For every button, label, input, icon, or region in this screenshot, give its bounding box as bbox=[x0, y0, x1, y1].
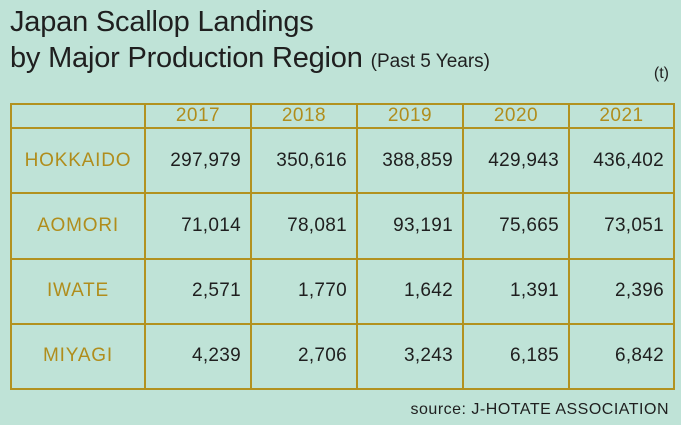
title-line-2-text: by Major Production Region bbox=[10, 42, 363, 74]
header-row: 2017 2018 2019 2020 2021 bbox=[10, 103, 675, 129]
data-cell: 350,616 bbox=[250, 126, 358, 195]
data-cell: 2,706 bbox=[250, 322, 358, 391]
data-cell: 436,402 bbox=[568, 126, 675, 195]
source-credit: source: J-HOTATE ASSOCIATION bbox=[410, 401, 669, 418]
year-header: 2021 bbox=[568, 103, 675, 129]
chart-subtitle: (Past 5 Years) bbox=[370, 51, 490, 72]
data-cell: 71,014 bbox=[144, 192, 252, 260]
data-cell: 93,191 bbox=[356, 192, 464, 260]
data-cell: 4,239 bbox=[144, 322, 252, 391]
unit-label: (t) bbox=[653, 65, 669, 82]
data-cell: 3,243 bbox=[356, 322, 464, 391]
data-cell: 2,571 bbox=[144, 257, 252, 325]
chart-title: Japan Scallop Landings by Major Producti… bbox=[10, 4, 490, 80]
table-row: IWATE 2,571 1,770 1,642 1,391 2,396 bbox=[10, 257, 675, 325]
year-header: 2020 bbox=[462, 103, 570, 129]
data-cell: 73,051 bbox=[568, 192, 675, 260]
table-row: MIYAGI 4,239 2,706 3,243 6,185 6,842 bbox=[10, 322, 675, 391]
year-header: 2017 bbox=[144, 103, 252, 129]
data-cell: 78,081 bbox=[250, 192, 358, 260]
year-header: 2018 bbox=[250, 103, 358, 129]
data-cell: 1,642 bbox=[356, 257, 464, 325]
data-cell: 1,770 bbox=[250, 257, 358, 325]
data-cell: 429,943 bbox=[462, 126, 570, 195]
data-cell: 6,185 bbox=[462, 322, 570, 391]
region-label: HOKKAIDO bbox=[10, 126, 146, 195]
data-cell: 2,396 bbox=[568, 257, 675, 325]
table-row: AOMORI 71,014 78,081 93,191 75,665 73,05… bbox=[10, 192, 675, 260]
title-line-1: Japan Scallop Landings bbox=[10, 6, 314, 38]
data-cell: 388,859 bbox=[356, 126, 464, 195]
landings-table: 2017 2018 2019 2020 2021 HOKKAIDO 297,97… bbox=[10, 103, 675, 391]
region-label: MIYAGI bbox=[10, 322, 146, 391]
data-cell: 297,979 bbox=[144, 126, 252, 195]
corner-cell bbox=[10, 103, 146, 129]
data-cell: 1,391 bbox=[462, 257, 570, 325]
region-label: IWATE bbox=[10, 257, 146, 325]
table-row: HOKKAIDO 297,979 350,616 388,859 429,943… bbox=[10, 126, 675, 195]
data-cell: 75,665 bbox=[462, 192, 570, 260]
data-cell: 6,842 bbox=[568, 322, 675, 391]
year-header: 2019 bbox=[356, 103, 464, 129]
title-line-2: by Major Production Region (Past 5 Years) bbox=[10, 40, 490, 80]
region-label: AOMORI bbox=[10, 192, 146, 260]
